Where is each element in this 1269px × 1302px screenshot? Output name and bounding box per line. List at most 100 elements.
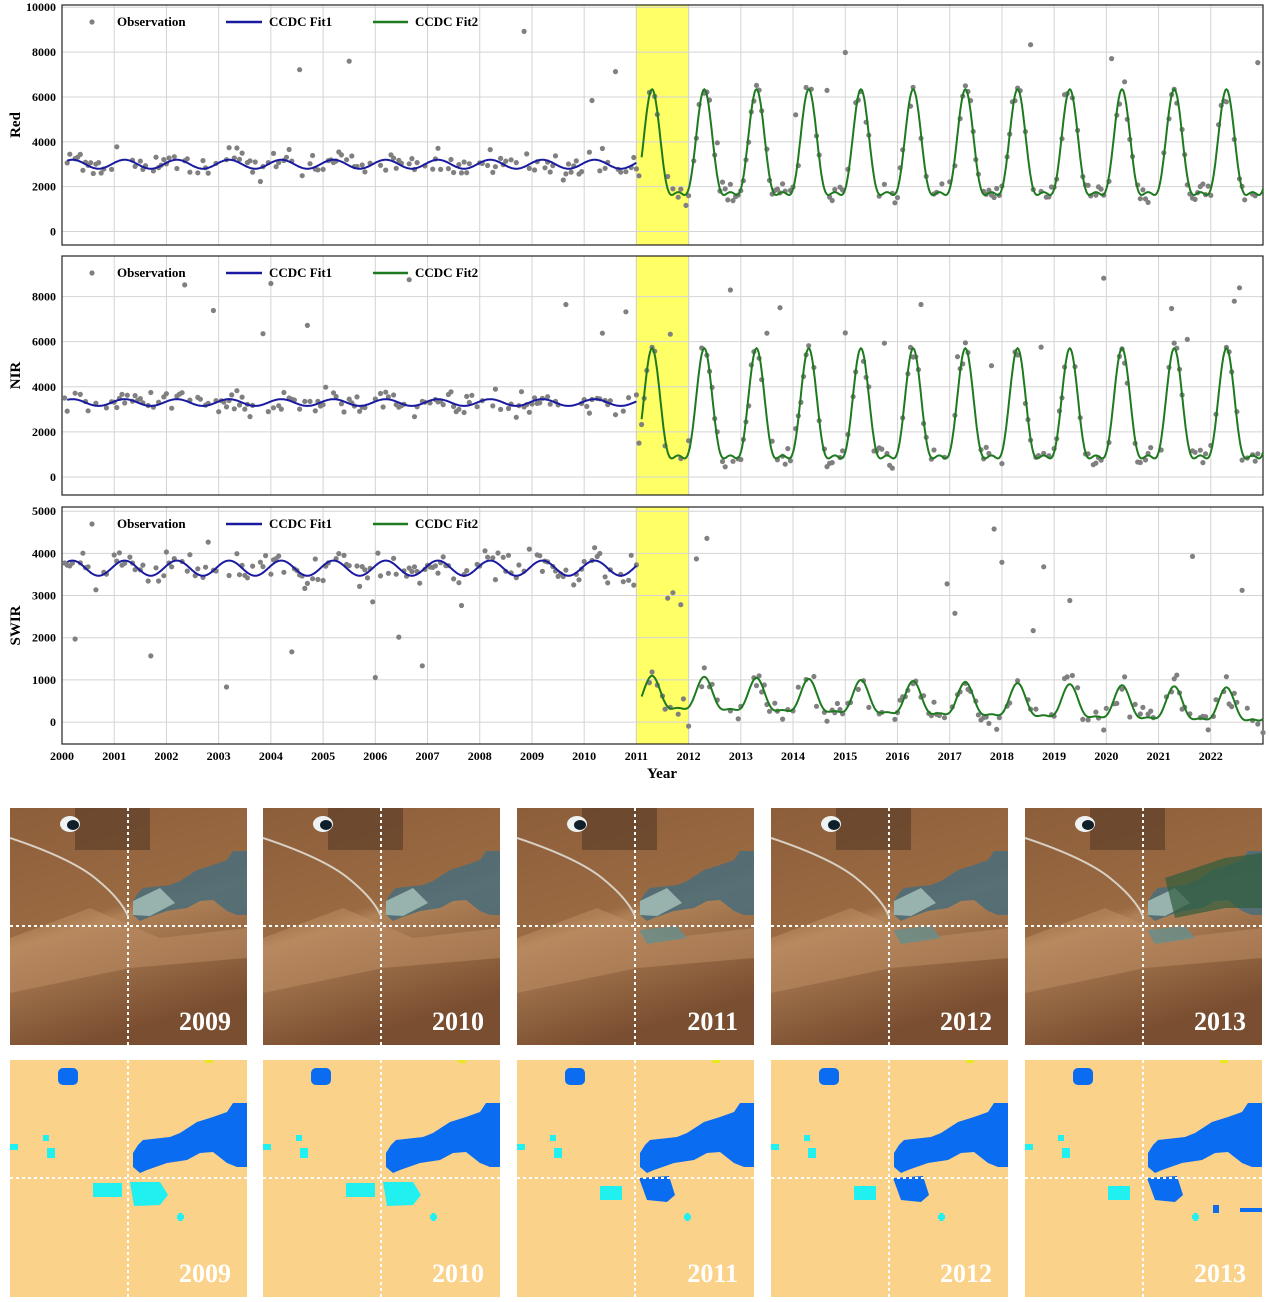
ccdc-fit2-line xyxy=(640,674,1264,722)
observation-point xyxy=(693,556,700,562)
observation-point xyxy=(122,400,128,406)
observation-point xyxy=(954,354,961,360)
observation-point xyxy=(719,458,726,465)
observation-point xyxy=(589,97,595,104)
observation-point xyxy=(148,653,154,659)
observation-point xyxy=(764,330,770,336)
observation-point xyxy=(385,570,391,576)
observation-point xyxy=(383,389,389,395)
observation-point xyxy=(581,558,587,565)
y-tick-label: 10000 xyxy=(26,0,56,14)
y-tick-label: 0 xyxy=(50,715,56,729)
observation-point xyxy=(910,84,916,90)
observation-point xyxy=(409,568,415,575)
observation-point xyxy=(281,569,287,575)
observation-point xyxy=(391,155,397,161)
observation-point xyxy=(983,444,989,450)
observation-point xyxy=(1103,705,1109,712)
observation-point xyxy=(281,389,287,396)
observation-point xyxy=(547,401,553,407)
observation-point xyxy=(879,446,885,452)
image-year-label: 2010 xyxy=(432,1007,484,1036)
observation-point xyxy=(406,161,412,167)
observation-point xyxy=(597,168,603,174)
observation-point xyxy=(195,566,201,572)
observation-point xyxy=(665,173,671,180)
observation-point xyxy=(333,393,339,400)
observation-point xyxy=(391,392,397,398)
observation-point xyxy=(310,152,316,159)
observation-point xyxy=(782,461,788,467)
x-tick-label: 2009 xyxy=(520,749,544,763)
observation-point xyxy=(894,195,901,201)
observation-point xyxy=(730,458,736,464)
observation-point xyxy=(806,343,812,349)
observation-point xyxy=(892,716,898,722)
observation-point xyxy=(482,548,488,554)
observation-point xyxy=(485,554,491,560)
observation-point xyxy=(273,164,279,170)
observation-point xyxy=(116,550,122,556)
observation-point xyxy=(229,392,235,398)
x-tick-label: 2015 xyxy=(833,749,857,763)
observation-point xyxy=(719,179,726,185)
observation-point xyxy=(1101,727,1107,733)
observation-point xyxy=(1109,56,1115,62)
observation-point xyxy=(320,166,326,172)
observation-point xyxy=(730,198,736,204)
observation-point xyxy=(451,169,457,176)
observation-point xyxy=(464,170,470,176)
observation-point xyxy=(498,155,504,161)
x-tick-label: 2005 xyxy=(311,749,335,763)
image-year-label: 2013 xyxy=(1194,1007,1246,1036)
observation-point xyxy=(448,156,454,163)
observation-point xyxy=(628,552,634,558)
observation-point xyxy=(518,389,525,395)
observation-point xyxy=(526,165,532,171)
observation-point xyxy=(944,581,950,587)
observation-point xyxy=(1189,553,1196,560)
observation-point xyxy=(338,152,344,158)
observation-point xyxy=(257,559,263,565)
observation-point xyxy=(1137,196,1143,202)
observation-point xyxy=(725,197,731,203)
observation-point xyxy=(1205,727,1211,733)
observation-point xyxy=(678,186,684,192)
observation-point xyxy=(599,330,606,336)
observation-point xyxy=(430,166,436,172)
observation-point xyxy=(563,301,569,308)
observation-point xyxy=(419,663,425,669)
observation-point xyxy=(722,464,728,470)
observation-point xyxy=(889,465,895,471)
observation-point xyxy=(250,563,256,569)
observation-point xyxy=(85,408,91,414)
classification-map-graphic xyxy=(263,1060,500,1297)
observation-point xyxy=(276,160,282,166)
y-tick-label: 4000 xyxy=(32,380,56,394)
observation-point xyxy=(1203,451,1209,457)
observation-point xyxy=(1137,711,1143,717)
observation-point xyxy=(466,161,472,167)
observation-point xyxy=(623,309,629,315)
satellite-image-graphic xyxy=(517,808,754,1045)
observation-point xyxy=(521,28,527,34)
observation-point xyxy=(824,87,830,93)
observation-point xyxy=(391,555,397,562)
observation-point xyxy=(1140,187,1146,193)
observation-point xyxy=(986,720,992,727)
observation-point xyxy=(1203,714,1209,720)
observation-point xyxy=(576,577,582,583)
observation-point xyxy=(268,280,274,287)
observation-point xyxy=(236,572,243,578)
observation-point xyxy=(307,161,313,167)
observation-point xyxy=(1252,458,1258,464)
observation-point xyxy=(699,684,705,690)
observation-point xyxy=(1015,678,1021,684)
observation-point xyxy=(200,158,206,164)
observation-point xyxy=(675,711,681,717)
satellite-image-graphic xyxy=(263,808,500,1045)
observation-point xyxy=(169,405,175,411)
observation-point xyxy=(612,412,619,418)
observation-point xyxy=(881,340,888,346)
observation-point xyxy=(163,549,169,555)
